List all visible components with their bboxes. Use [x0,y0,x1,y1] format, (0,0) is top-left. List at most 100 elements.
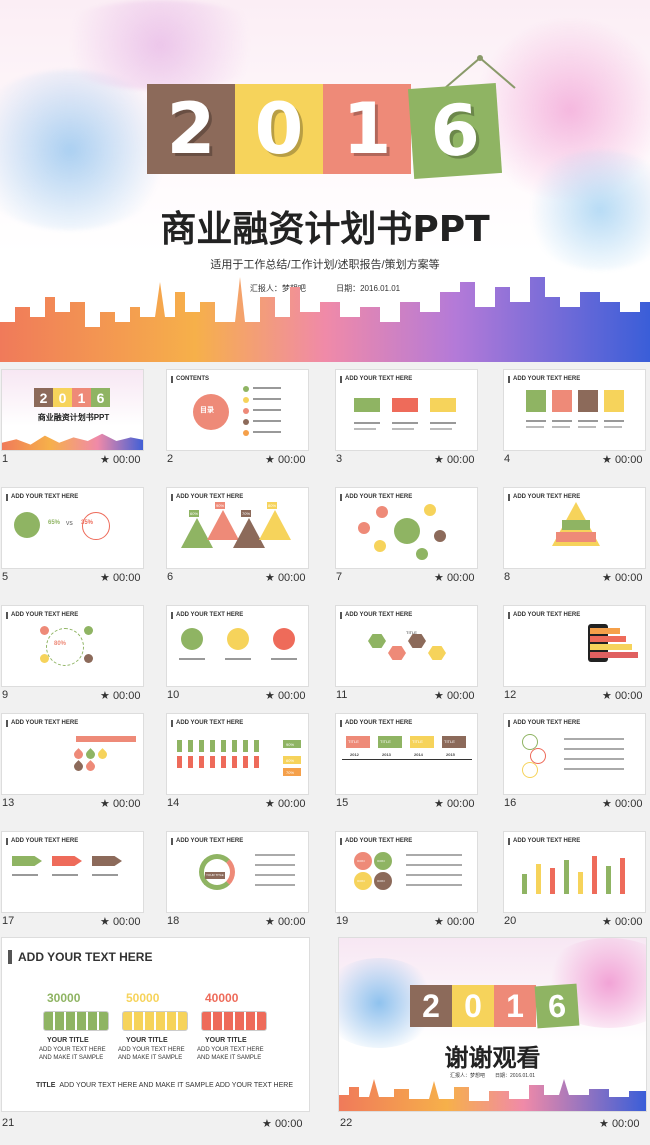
slide-time-7: ★ 00:00 [434,571,474,584]
hexagon [428,646,446,660]
slide-thumb-6[interactable]: ADD YOUR TEXT HERE 60% 90% 70% 80% [166,487,309,569]
person-icon [210,756,215,768]
text-line [564,738,624,740]
bubble [416,548,428,560]
slide-time-value: 00:00 [446,798,475,810]
slide-time-value: 00:00 [274,1118,303,1130]
bar [592,856,597,894]
title-box [392,398,418,412]
year-label: 2015 [446,752,455,757]
slide-thumb-3[interactable]: ADD YOUR TEXT HERE [335,369,478,451]
purple-burst [40,0,280,90]
slide-header: ADD YOUR TEXT HERE [171,720,243,727]
slide-time-3: ★ 00:00 [434,453,474,466]
slide-thumb-12[interactable]: ADD YOUR TEXT HERE [503,605,646,687]
slide-thumb-18[interactable]: ADD YOUR TEXT HERE YOUR TITLE [166,831,309,913]
bar [550,868,555,894]
slide-time-9: ★ 00:00 [100,689,140,702]
slide-thumb-8[interactable]: ADD YOUR TEXT HERE [503,487,646,569]
bubble [424,504,436,516]
slide-time-6: ★ 00:00 [265,571,305,584]
slide-header: ADD YOUR TEXT HERE [508,838,580,845]
star-icon: ★ [100,454,110,466]
slide-thumb-2[interactable]: CONTENTS 目录 [166,369,309,451]
slide-thumb-11[interactable]: ADD YOUR TEXT HERE TITLE [335,605,478,687]
slide-thumb-7[interactable]: ADD YOUR TEXT HERE [335,487,478,569]
slide-thumb-16[interactable]: ADD YOUR TEXT HERE [503,713,646,795]
slide-number-22: 22 [340,1117,353,1129]
slide-thumb-22[interactable]: 2 0 1 6 谢谢观看 汇报人：梦想吧 日期：2016.01.01 [338,937,647,1112]
title-box [410,736,434,748]
footer-title: TITLE [36,1082,56,1089]
digit-box-1: 2 [410,985,452,1027]
slide-time-value: 00:00 [614,572,643,584]
footer-line: TITLE ADD YOUR TEXT HERE AND MAKE IT SAM… [36,1082,293,1089]
text-line [255,864,295,866]
text-line [406,864,462,866]
icon-box [578,390,598,412]
slide-number-15: 15 [336,797,349,809]
title-box [354,398,380,412]
slide-thumb-19[interactable]: ADD YOUR TEXT HERE ICON ICON ICON ICON [335,831,478,913]
cover-slide-preview: 2 0 1 6 商业融资计划书PPT 适用于工作总结/工作计划/述职报告/策划方… [0,0,650,362]
text-line [406,854,462,856]
list-dot [243,430,249,436]
slide-thumb-15[interactable]: ADD YOUR TEXT HERE TITLE 2012 TITLE 2013 TITL… [335,713,478,795]
city-skyline [0,277,650,362]
slide-thumb-14[interactable]: ADD YOUR TEXT HERE 90% 60% 70% [166,713,309,795]
slide-thumb-4[interactable]: ADD YOUR TEXT HERE [503,369,646,451]
slide-number-21: 21 [2,1117,15,1129]
star-icon: ★ [100,572,110,584]
text-line [578,420,598,422]
digit-box-1: 2 [147,84,235,174]
slide-time-10: ★ 00:00 [265,689,305,702]
list-line [253,431,281,433]
slide-thumb-5[interactable]: ADD YOUR TEXT HERE 65% VS 35% [1,487,144,569]
slide-header: ADD YOUR TEXT HERE [508,376,580,383]
item-text: AND MAKE IT SAMPLE [118,1055,183,1061]
bubble [434,530,446,542]
slide-number-12: 12 [504,689,517,701]
bar [522,874,527,894]
drop [96,748,109,761]
slide-thumb-21[interactable]: ADD YOUR TEXT HERE 30000 YOUR TITLE ADD YO… [1,937,310,1112]
donut [199,854,235,890]
value-label: 50000 [126,991,160,1005]
slide-thumb-10[interactable]: ADD YOUR TEXT HERE [166,605,309,687]
bar [620,858,625,894]
city-skyline [2,433,143,450]
star-icon: ★ [100,690,110,702]
slide-thumb-13[interactable]: ADD YOUR TEXT HERE [1,713,144,795]
slide-time-19: ★ 00:00 [434,915,474,928]
text-line [392,422,418,424]
list-line [253,398,281,400]
slide-number-18: 18 [167,915,180,927]
text-line [552,426,570,428]
number-circle [530,748,546,764]
person-icon [199,756,204,768]
title-box [346,736,370,748]
battery-icon [201,1011,267,1031]
star-icon: ★ [262,1118,272,1130]
slide-time-1: ★ 00:00 [100,453,140,466]
list-line [253,409,281,411]
slide-time-18: ★ 00:00 [265,915,305,928]
cover-meta: 汇报人：梦想吧 日期：2016.01.01 [0,283,650,294]
text-line [526,420,546,422]
slide-time-4: ★ 00:00 [602,453,642,466]
slide-thumb-9[interactable]: ADD YOUR TEXT HERE 80% [1,605,144,687]
bubble [374,540,386,552]
icon-box [526,390,546,412]
slide-number-8: 8 [504,571,511,583]
star-icon: ★ [434,454,444,466]
slide-thumb-20[interactable]: ADD YOUR TEXT HERE [503,831,646,913]
slide-time-value: 00:00 [446,690,475,702]
icon-label: ICON [357,859,365,863]
icon-label: ICON [377,879,385,883]
slide-thumb-1[interactable]: 2 0 1 6 商业融资计划书PPT [1,369,144,451]
percent-a: 65% [48,520,61,526]
item-text: AND MAKE IT SAMPLE [197,1055,262,1061]
slide-time-value: 00:00 [614,916,643,928]
slide-time-value: 00:00 [277,916,306,928]
slide-thumb-17[interactable]: ADD YOUR TEXT HERE [1,831,144,913]
